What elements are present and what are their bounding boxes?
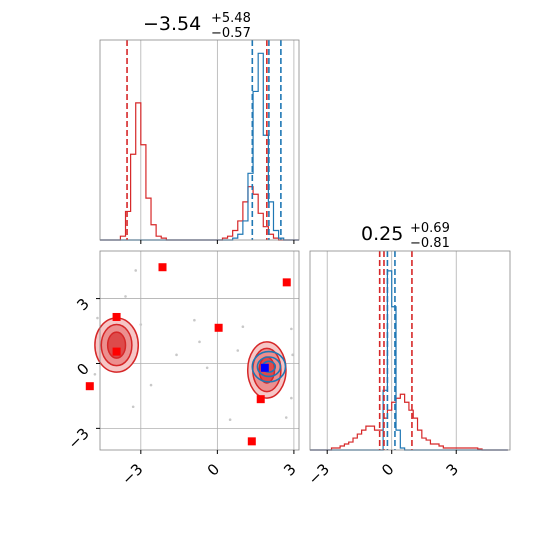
title-param2-lower-err: −0.81 (410, 236, 450, 251)
joint-x-tick-label: 0 (204, 460, 223, 479)
joint-y-tick-label: 0 (73, 360, 92, 379)
joint-scatter-point (241, 325, 245, 329)
joint-scatter-point (175, 353, 178, 357)
joint-scatter-point (139, 323, 143, 326)
hist2-blue-histogram (310, 270, 508, 451)
hist2-x-tick-label: −3 (305, 460, 333, 488)
joint-scatter-point (205, 366, 209, 370)
red-square-marker (112, 312, 121, 321)
title-param2-value: 0.25 (361, 223, 403, 245)
joint-scatter-point (290, 396, 293, 400)
joint-scatter-point (290, 327, 293, 331)
title-param2: 0.25 +0.69 −0.81 (361, 221, 450, 251)
joint-scatter-point (193, 318, 196, 322)
red-square-marker (256, 395, 265, 404)
joint-scatter-point (134, 269, 138, 272)
red-square-marker (247, 437, 256, 446)
joint-scatter-point (93, 372, 97, 376)
hist2-red-histogram (310, 393, 508, 451)
joint-x-tick-label: 3 (280, 460, 299, 479)
title-param1-upper-err: +5.48 (211, 11, 251, 26)
joint-scatter-point (236, 349, 240, 352)
title-param1-lower-err: −0.57 (211, 26, 251, 41)
joint-scatter-point (96, 316, 99, 320)
red-square-marker (158, 263, 167, 272)
joint-scatter-point (228, 418, 232, 422)
joint-scatter-point (291, 353, 294, 357)
hist2-x-tick-label: 0 (378, 460, 397, 479)
red-square-marker (214, 323, 223, 332)
hist2-x-tick-label: 3 (443, 460, 462, 479)
joint-y-tick-label: 3 (73, 295, 92, 314)
joint-scatter-point (124, 295, 127, 298)
blue-contour-level-1 (251, 350, 287, 383)
joint-y-tick-label: −3 (64, 424, 92, 452)
histogram-param1 (99, 39, 300, 244)
joint-density-panel: −3 0 3 3 0 −3 (64, 250, 300, 488)
joint-scatter-point (149, 383, 153, 387)
red-square-marker (282, 278, 291, 287)
title-param2-upper-err: +0.69 (410, 221, 450, 236)
blue-square-marker (260, 363, 269, 372)
red-square-marker (85, 382, 94, 391)
red-square-marker (112, 347, 121, 356)
blue-contour-level-2 (256, 356, 282, 378)
joint-scatter-point (131, 405, 135, 409)
hist2-frame (309, 250, 511, 451)
title-param1: −3.54 +5.48 −0.57 (143, 11, 251, 41)
joint-scatter-point (198, 340, 201, 344)
title-param1-value: −3.54 (143, 13, 201, 35)
red-contour-level-3 (106, 331, 127, 359)
joint-scatter-point (284, 416, 288, 419)
joint-x-tick-label: −3 (118, 460, 146, 488)
hist1-frame (99, 39, 300, 241)
joint-frame (99, 250, 300, 451)
histogram-param2: −3 0 3 (305, 250, 511, 488)
